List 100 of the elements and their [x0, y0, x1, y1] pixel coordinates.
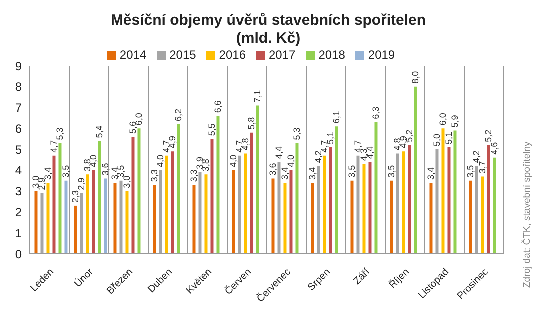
data-label: 6,6	[213, 100, 224, 114]
bar	[210, 139, 214, 254]
data-label: 4,6	[490, 142, 500, 155]
bar	[58, 143, 62, 254]
bar	[153, 185, 156, 254]
legend-label: 2014	[120, 48, 147, 62]
data-label: 4,9	[398, 136, 409, 149]
bar	[177, 124, 180, 254]
bar	[165, 156, 168, 254]
data-label: 5,5	[207, 124, 218, 136]
bar	[34, 191, 38, 254]
data-label: 4,0	[88, 154, 99, 168]
bar	[448, 147, 451, 254]
bar	[256, 106, 260, 254]
data-label: 4,0	[228, 154, 239, 168]
data-label: 4,2	[472, 150, 482, 164]
bar	[454, 130, 457, 254]
data-label: 4,0	[286, 154, 296, 168]
data-label: 8,0	[410, 71, 421, 84]
bar	[368, 162, 372, 254]
bar	[493, 158, 496, 254]
data-label: 2,3	[70, 190, 81, 203]
bar	[335, 126, 338, 254]
bar	[46, 182, 50, 254]
bar	[52, 156, 56, 254]
data-label: 5,9	[450, 115, 460, 128]
data-label: 3,4	[426, 167, 436, 180]
data-label: 3,3	[189, 170, 200, 182]
bar	[250, 132, 254, 254]
data-label: 4,2	[314, 150, 324, 164]
data-label: 4,7	[49, 140, 60, 153]
y-tick-label: 1	[15, 226, 22, 240]
y-tick-label: 3	[15, 184, 22, 199]
y-tick-label: 7	[15, 101, 22, 116]
bar	[138, 128, 141, 254]
bar	[296, 143, 299, 254]
y-tick-label: 8	[15, 80, 22, 94]
data-label: 6,0	[438, 113, 448, 126]
data-label: 6,2	[174, 108, 184, 122]
bar	[329, 147, 332, 254]
data-label: 6,3	[371, 106, 382, 120]
bar	[390, 180, 394, 254]
data-label: 4,9	[168, 136, 178, 149]
bar	[92, 170, 96, 254]
chart-title: Měsíční objemy úvěrů stavebních spořitelen	[110, 12, 428, 30]
bar	[350, 180, 354, 254]
data-label: 4,4	[274, 146, 284, 160]
y-tick-label: 5	[15, 142, 22, 157]
bar	[430, 182, 433, 254]
bar	[374, 122, 378, 254]
data-label: 3,4	[308, 167, 318, 180]
data-label: 3,3	[150, 170, 160, 182]
data-label: 3,0	[122, 176, 132, 188]
y-tick-label: 0	[15, 247, 22, 262]
data-label: 3,7	[478, 161, 488, 174]
bar	[311, 182, 314, 254]
bar	[284, 182, 287, 254]
legend-label: 2015	[170, 48, 196, 62]
data-label: 3,4	[280, 167, 290, 180]
bar	[481, 176, 484, 254]
data-label: 3,6	[100, 163, 111, 176]
data-label: 3,5	[347, 165, 358, 178]
bar	[402, 152, 406, 254]
bar	[132, 137, 135, 254]
bar	[64, 180, 68, 254]
data-label: 3,5	[386, 165, 397, 178]
data-label: 4,0	[156, 154, 166, 168]
bar	[469, 180, 472, 254]
bar	[272, 178, 275, 254]
data-label: 3,6	[268, 163, 278, 176]
bar	[86, 174, 90, 254]
chart-subtitle: (mld. Kč)	[235, 30, 302, 48]
bar	[323, 156, 326, 254]
data-label: 5,3	[292, 128, 302, 140]
data-label: 5,0	[432, 134, 442, 147]
data-label: 5,2	[484, 130, 494, 142]
data-label: 7,1	[252, 90, 263, 103]
data-label: 5,1	[444, 132, 454, 144]
bar	[98, 141, 102, 254]
bar	[487, 145, 490, 254]
data-label: 4,7	[353, 140, 364, 153]
legend-label: 2016	[219, 48, 246, 62]
y-tick-label: 6	[15, 122, 22, 136]
data-label: 3,5	[466, 165, 476, 178]
bar	[114, 182, 117, 254]
bar	[216, 116, 220, 254]
bar	[362, 164, 366, 254]
text: Zdroj dat: ČTK, stavební spořitelny	[522, 142, 533, 288]
data-label: 3,5	[61, 165, 72, 178]
data-label: 5,8	[246, 117, 257, 130]
bar	[192, 185, 196, 254]
legend-label: 2019	[368, 48, 396, 62]
data-label: 5,3	[55, 128, 66, 140]
y-tick-label: 9	[15, 59, 22, 74]
bar	[232, 170, 236, 254]
data-label: 4,8	[240, 138, 251, 151]
bar	[414, 86, 418, 254]
bar	[171, 152, 174, 254]
legend-label: 2017	[269, 48, 296, 62]
bar	[204, 174, 208, 254]
